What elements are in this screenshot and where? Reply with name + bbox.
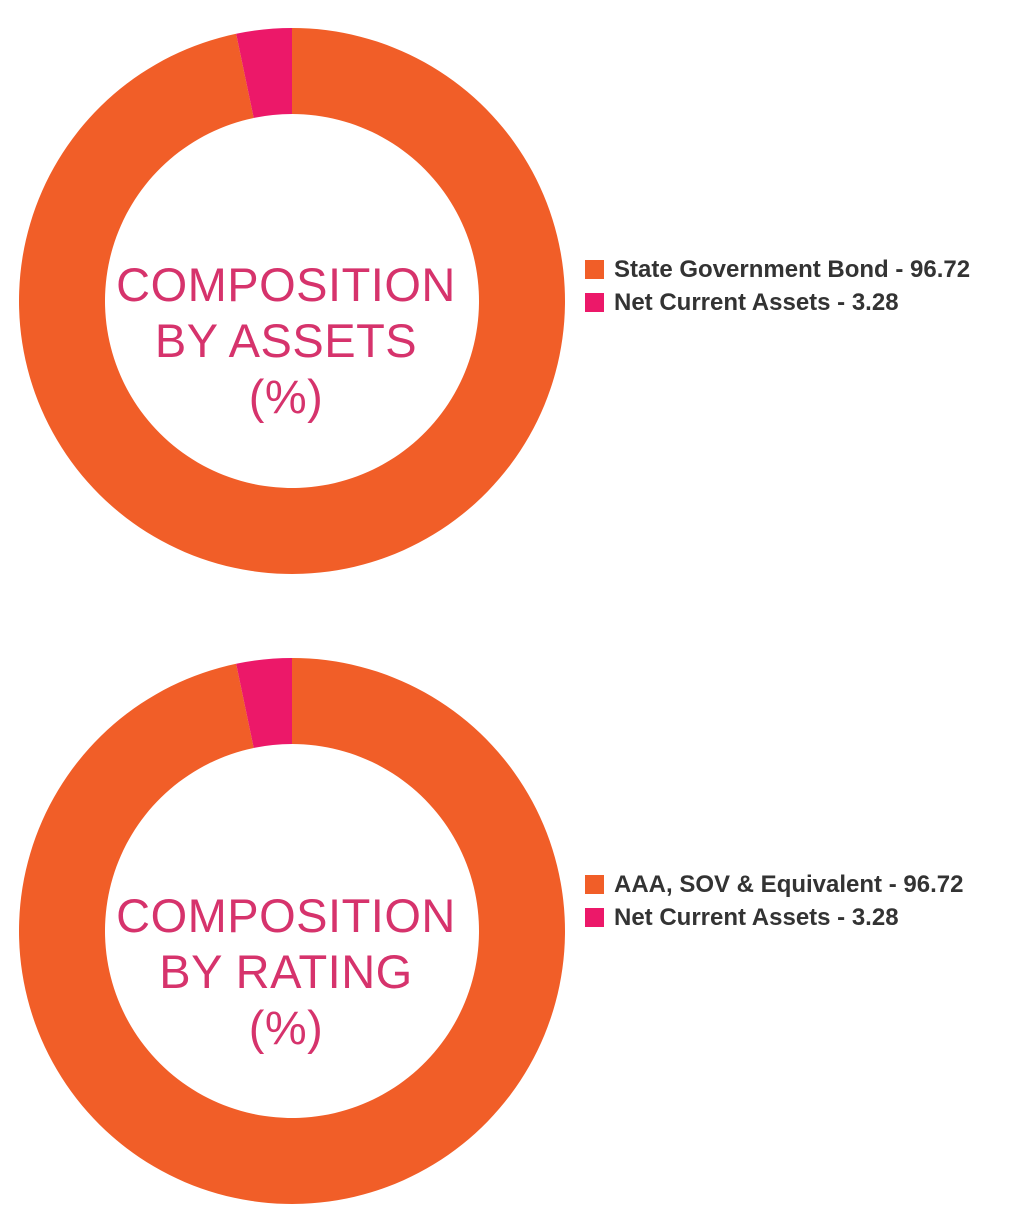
legend-item-state-government-bond: State Government Bond - 96.72 bbox=[585, 253, 1020, 286]
legend-label-net-current-assets: Net Current Assets - 3.28 bbox=[614, 289, 899, 316]
legend-item-net-current-assets-rating: Net Current Assets - 3.28 bbox=[585, 901, 1020, 934]
rating-slice-1 bbox=[19, 658, 566, 1204]
legend-item-net-current-assets: Net Current Assets - 3.28 bbox=[585, 286, 1020, 319]
legend-swatch-net-current-assets bbox=[585, 293, 604, 312]
composition-by-rating-chart: COMPOSITION BY RATING (%) AAA, SOV & Equ… bbox=[0, 630, 1027, 1229]
rating-donut bbox=[19, 658, 566, 1204]
assets-title-line-2: BY ASSETS bbox=[154, 314, 418, 367]
assets-title-line-3: (%) bbox=[248, 370, 324, 423]
rating-center-title: COMPOSITION BY RATING (%) bbox=[86, 888, 486, 1056]
rating-title-line-1: COMPOSITION bbox=[116, 889, 456, 942]
legend-swatch-aaa-sov-equivalent bbox=[585, 875, 604, 894]
rating-slice-2 bbox=[236, 658, 292, 748]
rating-title-line-2: BY RATING bbox=[159, 945, 413, 998]
legend-item-aaa-sov-equivalent: AAA, SOV & Equivalent - 96.72 bbox=[585, 868, 1020, 901]
assets-slice-2 bbox=[236, 28, 292, 118]
assets-title-line-1: COMPOSITION bbox=[116, 258, 456, 311]
composition-by-assets-chart: COMPOSITION BY ASSETS (%) State Governme… bbox=[0, 0, 1027, 600]
assets-donut bbox=[19, 28, 566, 574]
legend-label-aaa-sov-equivalent: AAA, SOV & Equivalent - 96.72 bbox=[614, 871, 964, 898]
assets-center-title: COMPOSITION BY ASSETS (%) bbox=[86, 257, 486, 425]
legend-label-net-current-assets-rating: Net Current Assets - 3.28 bbox=[614, 904, 899, 931]
assets-legend: State Government Bond - 96.72 Net Curren… bbox=[585, 253, 1020, 319]
rating-legend: AAA, SOV & Equivalent - 96.72 Net Curren… bbox=[585, 868, 1020, 934]
rating-title-line-3: (%) bbox=[248, 1001, 324, 1054]
legend-label-state-government-bond: State Government Bond - 96.72 bbox=[614, 256, 971, 283]
legend-swatch-state-government-bond bbox=[585, 260, 604, 279]
legend-swatch-net-current-assets-rating bbox=[585, 908, 604, 927]
assets-slice-1 bbox=[19, 28, 566, 574]
